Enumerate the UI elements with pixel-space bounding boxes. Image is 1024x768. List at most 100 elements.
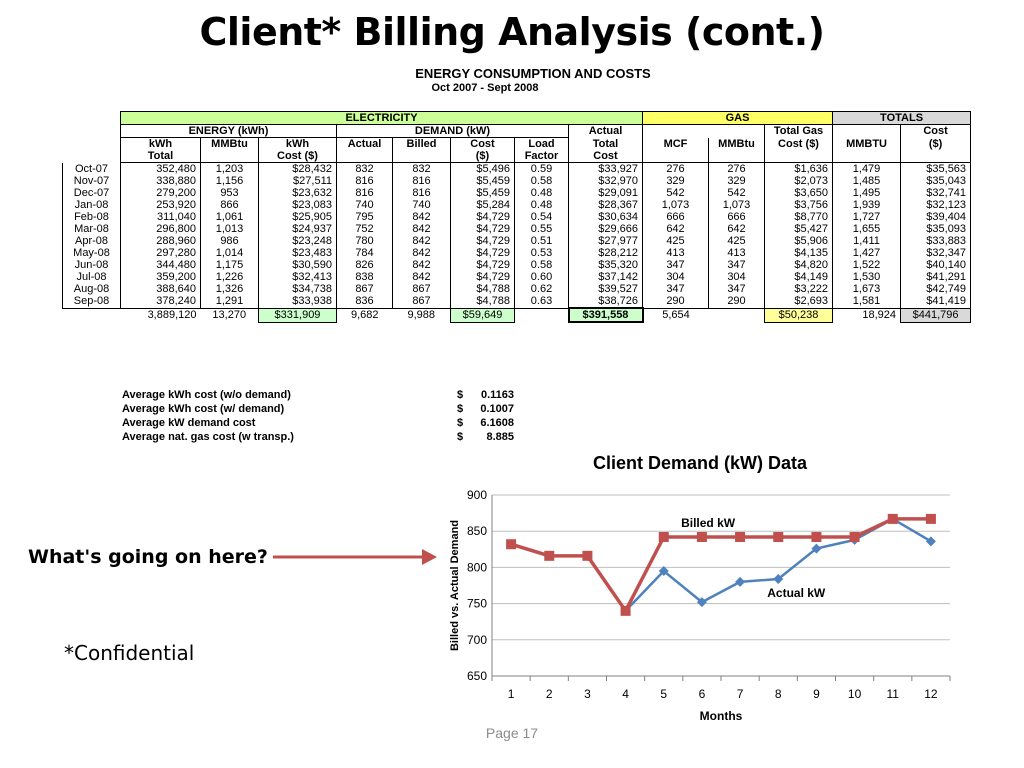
table-row: Jun-08 344,480 1,175 $30,590 826 842 $4,729 0.5… [62,259,972,271]
col-actual-total-3: Cost [568,150,643,163]
cell-mmbtu: 1,061 [200,211,259,223]
total-actual: 9,682 [350,309,379,322]
total-demand-cost: $59,649 [450,307,515,323]
series-line-billed [510,517,931,615]
x-tick-label: 4 [622,687,629,701]
cell-gas-mmbtu: 276 [708,162,765,175]
cell-kwh-total: 297,280 [120,247,201,259]
x-tick-label: 8 [775,687,782,701]
billed-point [925,513,936,524]
table-row: Dec-07 279,200 953 $23,632 816 816 $5,459 0.48 $… [62,187,972,199]
col-kwh-cost-2: Cost ($) [258,150,337,163]
average-row: Average kW demand cost $6.1608 [122,416,522,430]
cell-total-cost: $35,093 [900,223,972,235]
cell-demand-cost: $4,729 [450,211,515,223]
cell-gas-mmbtu: 642 [708,223,765,235]
cell-total-gas-cost: $2,073 [763,175,833,187]
cell-total-mmbtu: 1,939 [832,199,901,211]
average-dollar-sign: $ [457,417,464,429]
cell-total-gas-cost: $4,135 [763,247,833,259]
billing-table: ELECTRICITY GAS TOTALS ENERGY (kWh) DEMA… [62,111,972,323]
cell-total-cost: $33,883 [900,235,972,247]
cell-demand-cost: $4,729 [450,235,515,247]
cell-billed-kw: 867 [392,283,451,295]
cell-actual-total-cost: $29,091 [568,187,643,199]
billed-point [544,550,555,561]
average-value: 0.1007 [480,403,514,415]
cell-gas-mmbtu: 666 [708,211,765,223]
table-row: Sep-08 378,240 1,291 $33,938 836 867 $4,788 0.6… [62,295,972,309]
cell-actual-kw: 752 [336,223,393,235]
col-load-factor: Load [514,137,569,150]
cell-mcf: 666 [642,211,709,223]
cell-gas-mmbtu: 347 [708,283,765,295]
average-dollar-sign: $ [457,389,464,401]
cell-kwh-total: 253,920 [120,199,201,211]
y-tick-label: 650 [467,669,487,683]
cell-actual-total-cost: $38,726 [568,295,643,309]
cell-mcf: 304 [642,271,709,283]
total-combined-mmbtu: 18,924 [862,309,897,322]
cell-month: Oct-07 [62,162,121,175]
average-value: 8.885 [486,431,514,443]
cell-mcf: 1,073 [642,199,709,211]
cell-load-factor: 0.59 [514,162,569,175]
cell-demand-cost: $4,729 [450,259,515,271]
cell-total-mmbtu: 1,411 [832,235,901,247]
cell-mcf: 642 [642,223,709,235]
cell-kwh-total: 388,640 [120,283,201,295]
series-label-billed: Billed kW [681,516,736,530]
cell-actual-kw: 867 [336,283,393,295]
average-value: 6.1608 [480,417,514,429]
cell-total-mmbtu: 1,479 [832,162,901,175]
cell-load-factor: 0.54 [514,211,569,223]
billed-point [735,531,746,542]
cell-total-mmbtu: 1,727 [832,211,901,223]
cell-month: Sep-08 [62,295,121,309]
cell-demand-cost: $5,459 [450,175,515,187]
cell-actual-total-cost: $27,977 [568,235,643,247]
cell-total-mmbtu: 1,427 [832,247,901,259]
average-row: Average nat. gas cost (w transp.) $8.885 [122,430,522,444]
col-total-cost-2: ($) [900,137,972,150]
cell-total-cost: $41,419 [900,295,972,309]
average-row: Average kWh cost (w/ demand) $0.1007 [122,402,522,416]
x-tick-label: 1 [508,687,515,701]
cell-actual-kw: 836 [336,295,393,309]
col-demand-cost: Cost [450,137,515,150]
cell-load-factor: 0.55 [514,223,569,235]
cell-load-factor: 0.48 [514,199,569,211]
col-billed: Billed [392,137,451,150]
cell-total-gas-cost: $4,820 [763,259,833,271]
cell-total-gas-cost: $3,650 [763,187,833,199]
y-tick-label: 750 [467,597,487,611]
cell-demand-cost: $4,729 [450,247,515,259]
billed-point [696,531,707,542]
cell-kwh-cost: $30,590 [258,259,337,271]
average-dollar-sign: $ [457,403,464,415]
total-kwh: 3,889,120 [147,309,197,322]
cell-mmbtu: 1,013 [200,223,259,235]
cell-demand-cost: $5,284 [450,199,515,211]
confidential-note: *Confidential [64,641,195,665]
cell-gas-mmbtu: 542 [708,187,765,199]
cell-billed-kw: 842 [392,271,451,283]
cell-kwh-total: 378,240 [120,295,201,309]
total-actual-cost: $391,558 [567,307,644,323]
cell-kwh-cost: $27,511 [258,175,337,187]
cell-mmbtu: 866 [200,199,259,211]
x-tick-label: 11 [887,687,900,701]
cell-total-mmbtu: 1,530 [832,271,901,283]
total-mmbtu: 13,270 [212,309,247,322]
col-actual-total: Actual [568,124,643,138]
cell-gas-mmbtu: 1,073 [708,199,765,211]
y-tick-label: 900 [467,488,487,502]
actual-point [696,597,707,608]
cell-actual-kw: 816 [336,175,393,187]
cell-billed-kw: 816 [392,187,451,199]
series-line-actual [510,517,932,613]
section-gas: GAS [641,111,834,125]
cell-kwh-total: 338,880 [120,175,201,187]
group-demand: DEMAND (kW) [336,124,569,138]
cell-month: Apr-08 [62,235,121,247]
